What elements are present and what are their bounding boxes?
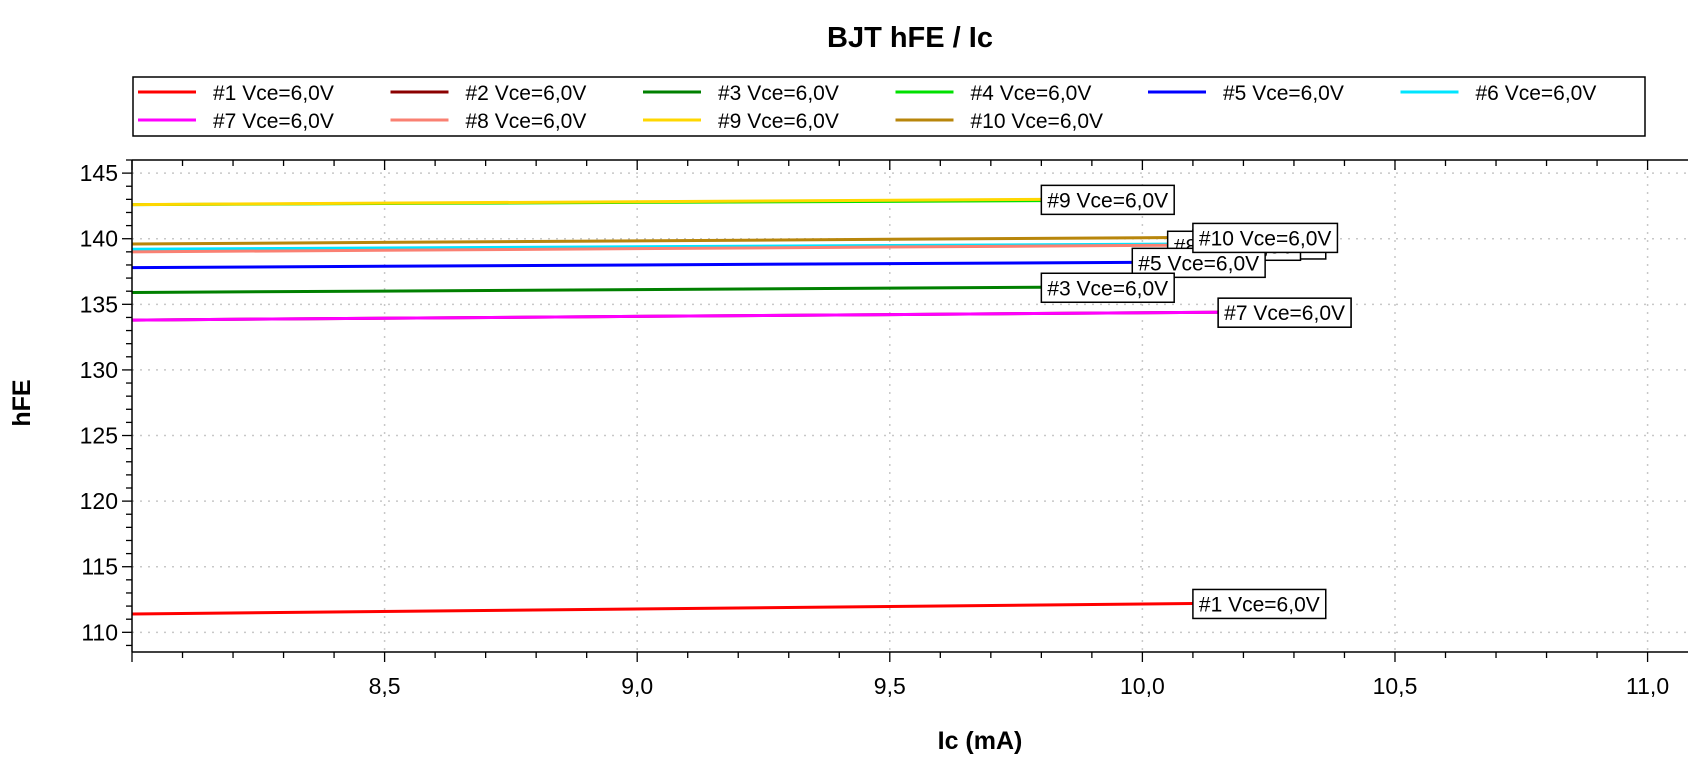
series-end-label-box (1192, 222, 1339, 254)
series-end-label-box (1217, 297, 1352, 328)
y-tick-label: 130 (80, 357, 118, 383)
series-end-label-box (1040, 184, 1175, 216)
legend-entry-label: #2 Vce=6,0V (466, 82, 587, 105)
x-tick-label: 11,0 (1626, 673, 1669, 699)
legend-entry-label: #8 Vce=6,0V (466, 110, 587, 133)
legend-entry-label: #5 Vce=6,0V (1223, 82, 1344, 105)
y-tick-label: 110 (81, 619, 118, 645)
axes: 110 115 120 125 130 135 140 145 8,5 9,0 9,5 10,0 10,… (80, 159, 1688, 699)
y-tick-label: 125 (80, 423, 118, 449)
y-tick-label: 135 (80, 291, 118, 317)
legend-entry-label: #9 Vce=6,0V (718, 110, 839, 133)
series-end-label-text: #9 Vce=6,0V (1047, 189, 1168, 212)
series-labels: #9 Vce=6,0V#6 Vce=6,0V#8 Vce=6,0V#5 Vce=… (1040, 184, 1352, 620)
series-end-label-box (1131, 247, 1266, 279)
y-tick-label: 140 (80, 226, 118, 252)
series-line (131, 235, 1193, 246)
series-end-label: #3 Vce=6,0V (1040, 272, 1175, 304)
legend-entry-label: #10 Vce=6,0V (971, 110, 1104, 133)
y-axis-label: hFE (8, 379, 36, 426)
x-tick-label: 9,0 (621, 673, 653, 699)
x-tick-label: 9,5 (874, 673, 906, 699)
y-tick-label: 115 (81, 554, 118, 580)
x-tick-label: 10,0 (1120, 673, 1165, 699)
legend-entry-label: #7 Vce=6,0V (213, 110, 334, 133)
legend-box (132, 76, 1646, 137)
series-line (131, 197, 1042, 207)
series-end-label-text: #1 Vce=6,0V (1199, 593, 1320, 616)
y-tick-label: 120 (80, 488, 118, 514)
legend-entry-label: #3 Vce=6,0V (718, 82, 839, 105)
y-tick-label: 145 (80, 160, 118, 186)
x-tick-label: 8,5 (369, 673, 401, 699)
series-line (131, 310, 1219, 322)
x-axis-label: Ic (mA) (938, 727, 1023, 755)
series-end-label: #10 Vce=6,0V (1192, 222, 1339, 254)
chart-title: BJT hFE / Ic (827, 22, 993, 54)
legend-entry-label: #4 Vce=6,0V (971, 82, 1092, 105)
x-tick-label: 10,5 (1373, 673, 1418, 699)
series-end-label: #5 Vce=6,0V (1131, 247, 1266, 279)
series-end-label-text: #7 Vce=6,0V (1224, 302, 1345, 325)
series-end-label: #9 Vce=6,0V (1040, 184, 1175, 216)
legend-entry-label: #6 Vce=6,0V (1476, 82, 1597, 105)
grid (132, 160, 1688, 652)
series-end-label-text: #10 Vce=6,0V (1199, 227, 1332, 250)
series-end-label: #7 Vce=6,0V (1217, 297, 1352, 328)
series-line (131, 601, 1193, 616)
series-end-label-text: #3 Vce=6,0V (1047, 277, 1168, 300)
series-line (131, 260, 1133, 270)
series-end-label-text: #5 Vce=6,0V (1138, 252, 1259, 275)
series-line (131, 243, 1168, 254)
series-end-label-box (1040, 272, 1175, 304)
series-end-label: #1 Vce=6,0V (1192, 588, 1327, 620)
series-line (131, 285, 1042, 295)
series-lines (131, 197, 1219, 616)
legend: #1 Vce=6,0V #2 Vce=6,0V #3 Vce=6,0V #4 Vce=… (132, 76, 1646, 137)
series-end-label-box (1192, 588, 1327, 620)
legend-entry-label: #1 Vce=6,0V (213, 82, 334, 105)
